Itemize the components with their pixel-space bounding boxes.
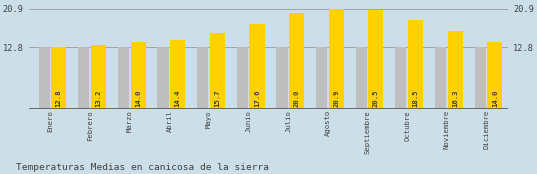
Bar bbox=[316, 47, 327, 109]
Bar bbox=[329, 9, 344, 109]
Bar bbox=[435, 47, 446, 109]
Bar bbox=[289, 13, 304, 109]
Bar bbox=[448, 31, 463, 109]
Text: 16.3: 16.3 bbox=[452, 89, 458, 107]
Text: 12.8: 12.8 bbox=[56, 89, 62, 107]
Text: 18.5: 18.5 bbox=[412, 89, 418, 107]
Bar bbox=[237, 47, 248, 109]
Bar bbox=[368, 10, 383, 109]
Bar bbox=[475, 47, 486, 109]
Text: 14.4: 14.4 bbox=[175, 89, 181, 107]
Bar bbox=[91, 45, 106, 109]
Text: 13.2: 13.2 bbox=[96, 89, 101, 107]
Bar bbox=[78, 47, 89, 109]
Text: Temperaturas Medias en canicosa de la sierra: Temperaturas Medias en canicosa de la si… bbox=[16, 163, 269, 172]
Text: 15.7: 15.7 bbox=[214, 89, 220, 107]
Bar bbox=[395, 47, 407, 109]
Text: 20.0: 20.0 bbox=[294, 89, 300, 107]
Bar bbox=[277, 47, 287, 109]
Bar bbox=[51, 47, 66, 109]
Text: 14.0: 14.0 bbox=[492, 89, 498, 107]
Bar bbox=[118, 47, 129, 109]
Bar bbox=[197, 47, 208, 109]
Bar bbox=[408, 20, 423, 109]
Bar bbox=[355, 47, 367, 109]
Bar bbox=[250, 24, 265, 109]
Bar bbox=[157, 47, 169, 109]
Bar bbox=[39, 47, 49, 109]
Bar bbox=[170, 40, 185, 109]
Text: 20.5: 20.5 bbox=[373, 89, 379, 107]
Text: 20.9: 20.9 bbox=[333, 89, 339, 107]
Bar bbox=[130, 42, 146, 109]
Bar bbox=[488, 42, 503, 109]
Bar bbox=[210, 33, 225, 109]
Text: 14.0: 14.0 bbox=[135, 89, 141, 107]
Text: 17.6: 17.6 bbox=[254, 89, 260, 107]
